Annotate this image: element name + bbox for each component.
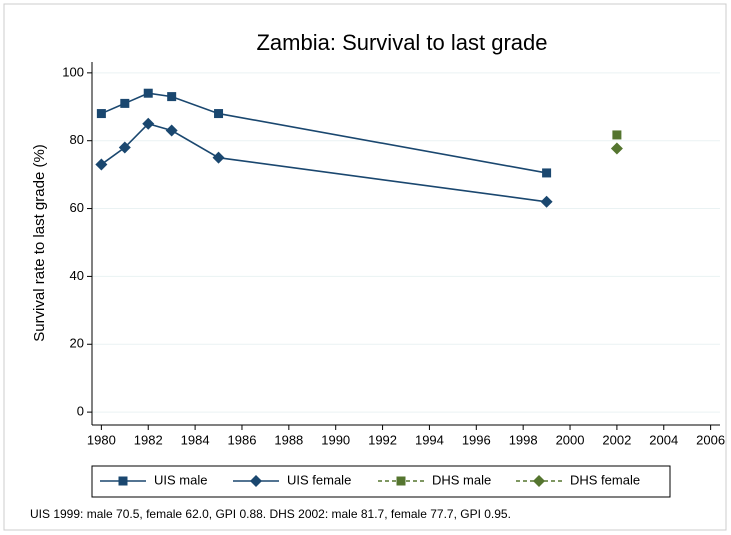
x-tick-label: 2004: [649, 432, 678, 447]
x-tick-label: 1990: [321, 432, 350, 447]
marker: [96, 109, 106, 119]
legend-label: DHS female: [570, 472, 640, 487]
legend-marker: [250, 475, 262, 487]
x-tick-label: 2002: [602, 432, 631, 447]
x-tick-label: 1986: [228, 432, 257, 447]
x-tick-label: 1996: [462, 432, 491, 447]
x-tick-label: 1998: [509, 432, 538, 447]
legend-marker: [118, 476, 128, 486]
marker: [142, 117, 155, 130]
legend-marker: [396, 476, 406, 486]
x-tick-label: 1994: [415, 432, 444, 447]
marker: [143, 88, 153, 98]
marker: [167, 92, 177, 102]
marker: [120, 98, 130, 108]
x-tick-label: 1988: [274, 432, 303, 447]
marker: [542, 168, 552, 178]
x-tick-label: 2006: [696, 432, 725, 447]
y-axis-label: Survival rate to last grade (%): [31, 144, 48, 342]
x-tick-label: 2000: [556, 432, 585, 447]
legend-label: UIS male: [154, 472, 207, 487]
y-tick-label: 100: [62, 64, 84, 79]
marker: [612, 130, 622, 140]
series-line: [100, 122, 547, 203]
note: UIS 1999: male 70.5, female 62.0, GPI 0.…: [30, 507, 511, 521]
marker: [214, 109, 224, 119]
marker: [95, 158, 108, 171]
marker: [540, 195, 553, 208]
y-tick-label: 0: [77, 404, 84, 419]
x-tick-label: 1980: [87, 432, 116, 447]
legend-label: UIS female: [287, 472, 351, 487]
x-tick-label: 1992: [368, 432, 397, 447]
x-tick-label: 1984: [181, 432, 210, 447]
y-tick-label: 40: [70, 268, 84, 283]
marker: [610, 142, 623, 155]
marker: [212, 151, 225, 164]
marker: [118, 141, 131, 154]
y-tick-label: 20: [70, 336, 84, 351]
frame: [3, 3, 727, 531]
legend-label: DHS male: [432, 472, 491, 487]
legend-marker: [533, 475, 545, 487]
y-tick-label: 80: [70, 132, 84, 147]
y-tick-label: 60: [70, 200, 84, 215]
x-tick-label: 1982: [134, 432, 163, 447]
marker: [165, 124, 178, 137]
chart-title: Zambia: Survival to last grade: [256, 30, 547, 55]
